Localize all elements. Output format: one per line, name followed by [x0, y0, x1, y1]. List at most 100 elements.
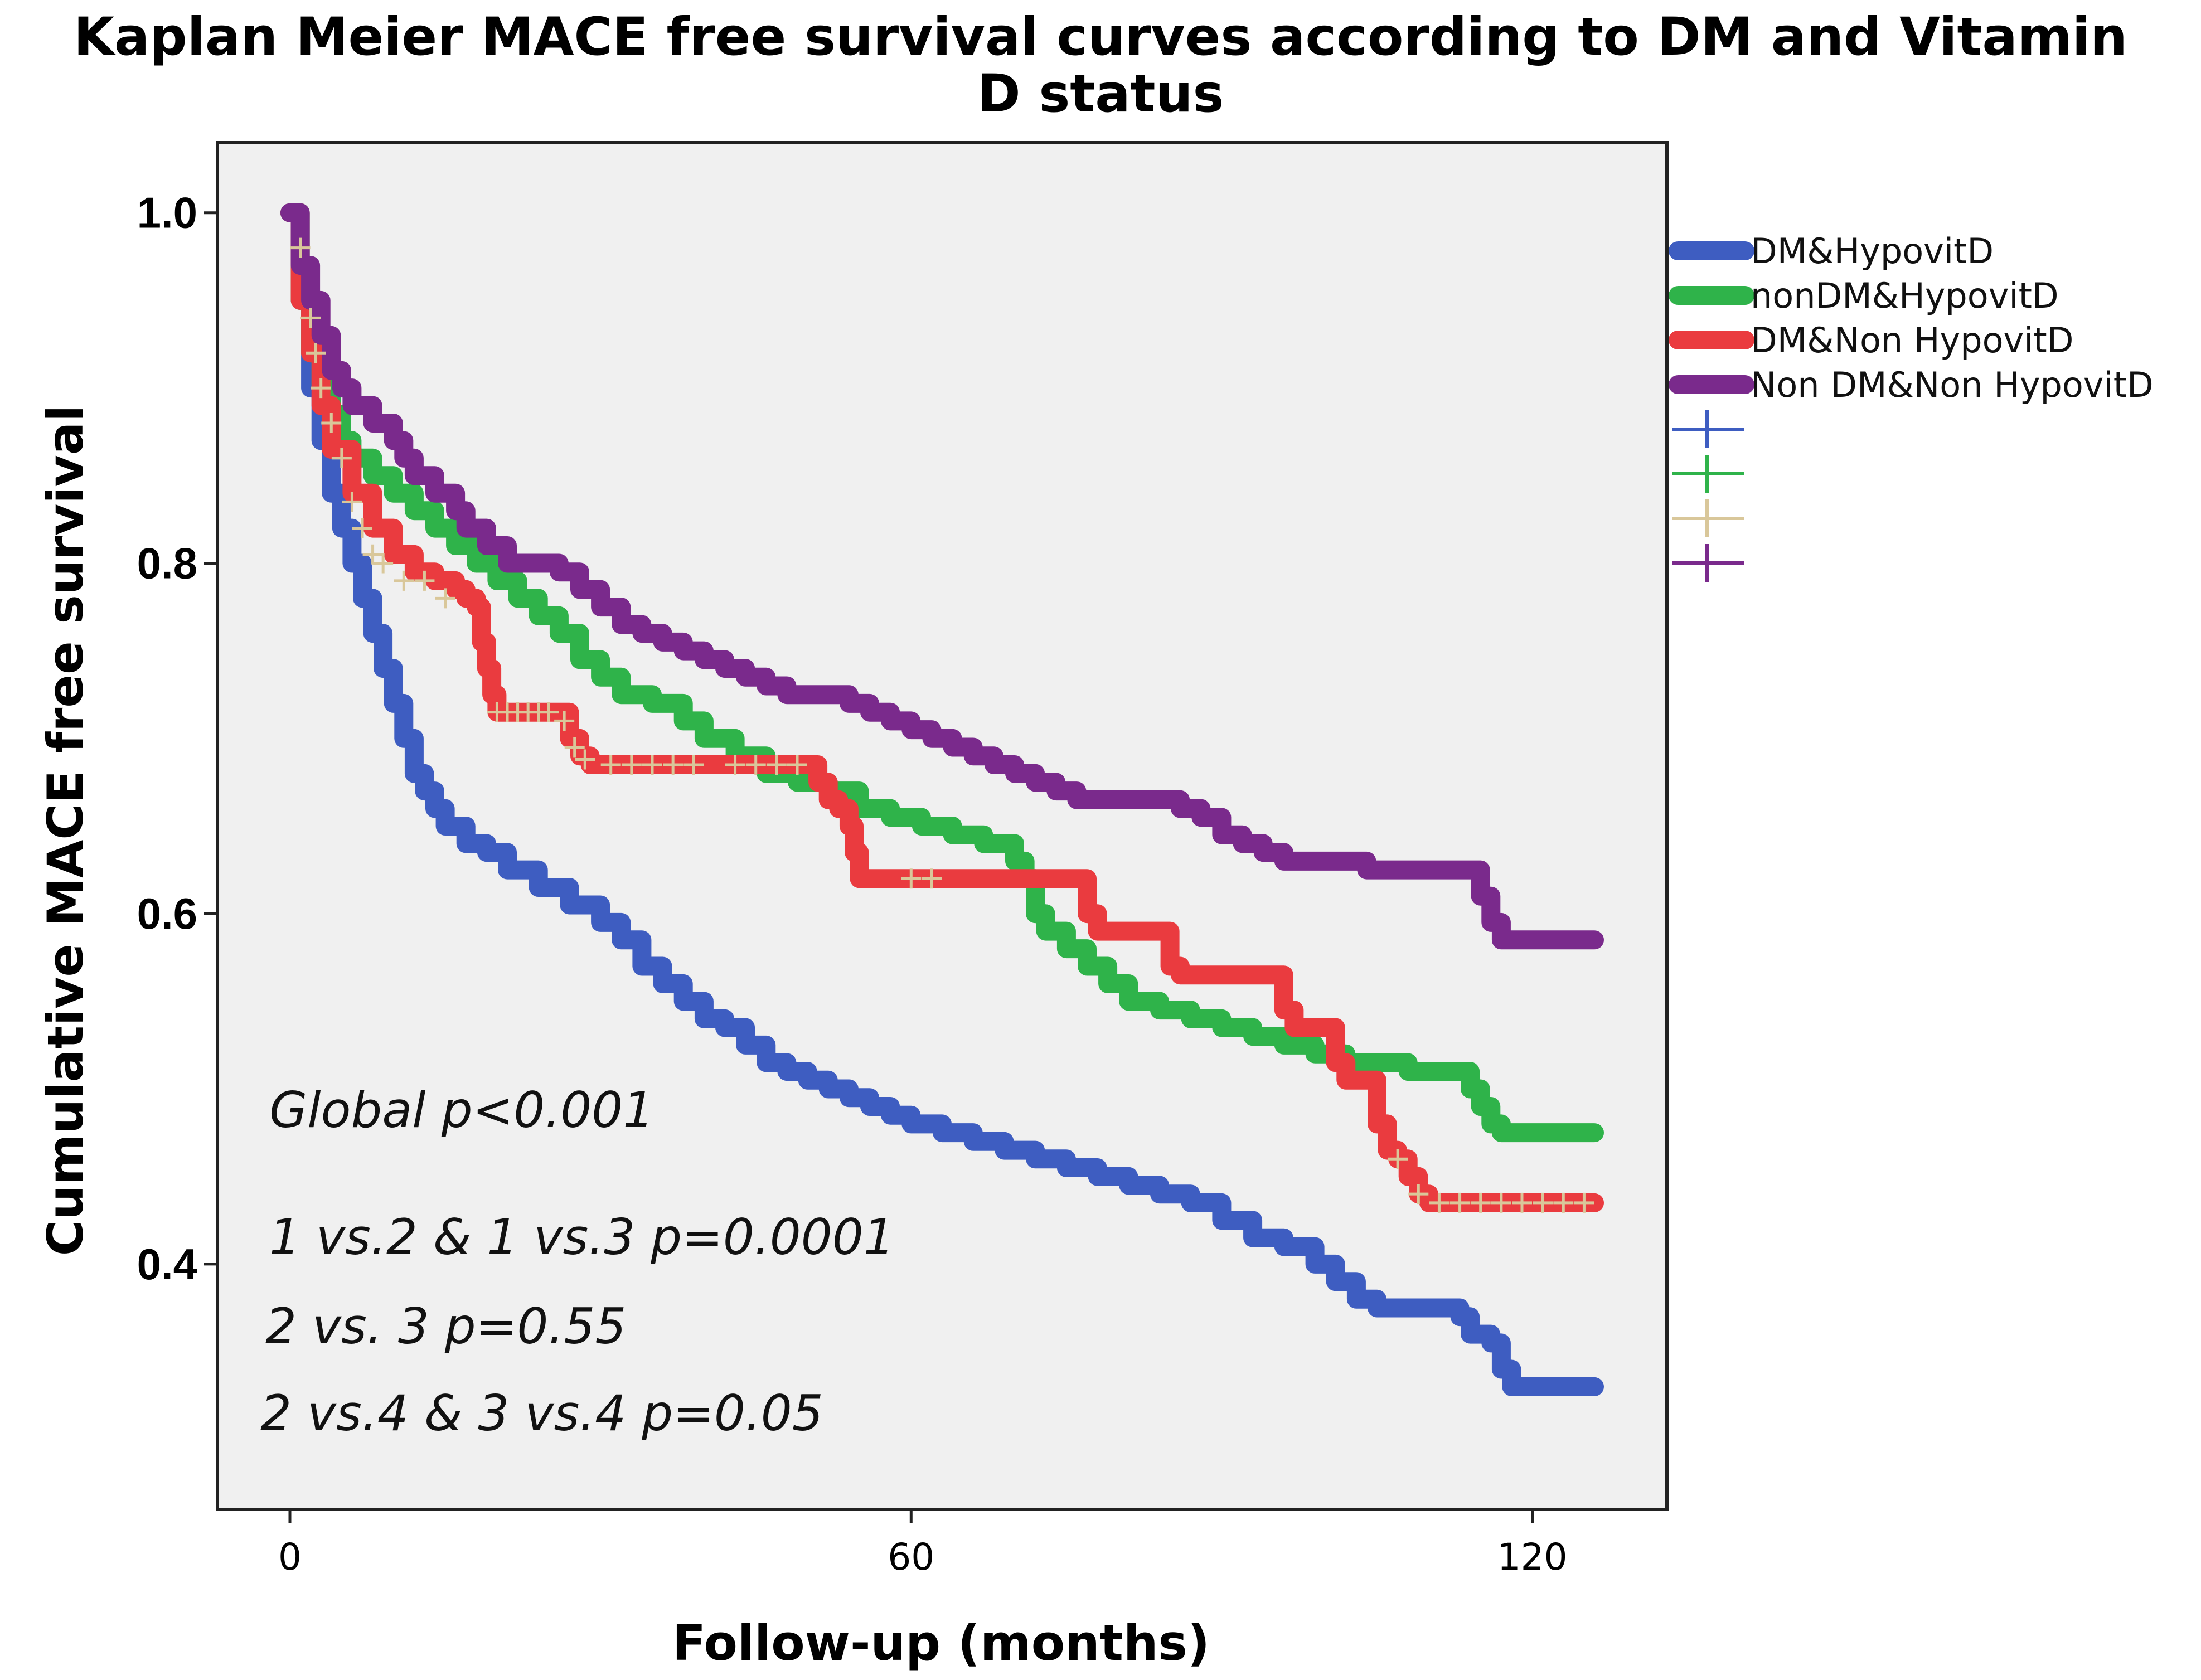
censor-cross [300, 308, 321, 328]
censor-tick-dm-non-hypovitd-5 [331, 448, 352, 468]
censor-cross [663, 754, 683, 775]
censor-cross [642, 754, 662, 775]
censor-cross [1449, 1192, 1470, 1213]
x-axis-title: Follow-up (months) [672, 1614, 1210, 1672]
censor-cross [539, 702, 559, 722]
annotation-global-p: Global p<0.001 [269, 1081, 654, 1139]
censor-cross [901, 868, 922, 889]
censor-markers [290, 237, 1594, 1213]
censor-tick-dm-non-hypovitd-25 [663, 754, 683, 775]
axes: 0.4 0.6 0.8 1.0 0 60 120 [137, 188, 1568, 1579]
censor-tick-dm-non-hypovitd-2 [306, 343, 326, 363]
censor-cross [394, 570, 414, 591]
censor-tick-dm-non-hypovitd-41 [1553, 1192, 1574, 1213]
censor-cross [683, 754, 704, 775]
censor-tick-dm-non-hypovitd-24 [642, 754, 662, 775]
censor-tick-dm-non-hypovitd-12 [435, 588, 455, 609]
censor-tick-dm-non-hypovitd-7 [352, 518, 372, 538]
y-tick-label: 0.8 [137, 538, 197, 587]
censor-tick-dm-non-hypovitd-40 [1533, 1192, 1553, 1213]
censor-cross [1491, 1192, 1511, 1213]
legend-censor-entry-1 [1672, 410, 1744, 448]
censor-tick-dm-non-hypovitd-9 [373, 553, 394, 574]
censor-tick-dm-non-hypovitd-11 [414, 570, 435, 591]
curve-nondm-hypovitd [280, 203, 1604, 1143]
censor-tick-dm-non-hypovitd-31 [901, 868, 922, 889]
censor-tick-dm-non-hypovitd-23 [621, 754, 642, 775]
censor-cross [352, 518, 372, 538]
censor-tick-dm-non-hypovitd-6 [342, 492, 362, 512]
censor-cross [1429, 1192, 1449, 1213]
censor-cross [725, 754, 745, 775]
x-tick-label: 120 [1497, 1536, 1568, 1579]
curve-dm-hypovitd [280, 203, 1604, 1396]
x-tick-label: 60 [888, 1536, 934, 1579]
legend-censor-entry-3 [1672, 499, 1744, 537]
censor-tick-dm-non-hypovitd-8 [362, 544, 383, 565]
censor-tick-dm-non-hypovitd-33 [1388, 1149, 1408, 1169]
censor-cross [373, 553, 394, 574]
censor-cross [321, 412, 342, 433]
censor-cross [1553, 1192, 1574, 1213]
censor-cross [554, 711, 575, 731]
legend-label: nonDM&HypovitD [1751, 275, 2059, 316]
censor-cross [1408, 1184, 1429, 1205]
legend-entry-dm-hypovitd: DM&HypovitD [1669, 231, 1994, 271]
censor-cross [290, 237, 311, 258]
censor-cross [787, 754, 807, 775]
x-tick-label: 0 [278, 1536, 302, 1579]
y-tick-label: 0.4 [137, 1240, 197, 1289]
censor-cross [1533, 1192, 1553, 1213]
censor-tick-dm-non-hypovitd-42 [1574, 1192, 1594, 1213]
annotation-2vs4-3vs4: 2 vs.4 & 3 vs.4 p=0.05 [260, 1385, 823, 1442]
legend-label: Non DM&Non HypovitD [1751, 365, 2154, 405]
censor-tick-dm-non-hypovitd-38 [1491, 1192, 1511, 1213]
censor-cross [621, 754, 642, 775]
censor-tick-dm-non-hypovitd-0 [290, 237, 311, 258]
legend-label: DM&Non HypovitD [1751, 320, 2073, 361]
censor-cross [575, 749, 595, 770]
censor-cross [922, 868, 942, 889]
censor-tick-dm-non-hypovitd-35 [1429, 1192, 1449, 1213]
censor-cross [311, 378, 331, 399]
censor-tick-dm-non-hypovitd-37 [1470, 1192, 1491, 1213]
annotation-1vs2-1vs3: 1 vs.2 & 1 vs.3 p=0.0001 [269, 1208, 895, 1266]
censor-tick-dm-non-hypovitd-3 [311, 378, 331, 399]
censor-cross [1470, 1192, 1491, 1213]
legend-censor-entry-4 [1672, 544, 1744, 582]
survival-curves [280, 203, 1604, 1396]
censor-cross [414, 570, 435, 591]
legend-entry-dm-non-hypovitd: DM&Non HypovitD [1669, 320, 2073, 361]
censor-tick-dm-non-hypovitd-1 [300, 308, 321, 328]
curve-non-dm-non-hypovitd [280, 203, 1604, 950]
censor-tick-dm-non-hypovitd-27 [725, 754, 745, 775]
censor-tick-dm-non-hypovitd-19 [554, 711, 575, 731]
censor-tick-dm-non-hypovitd-20 [564, 737, 585, 758]
curve-dm-non-hypovitd [280, 203, 1604, 1212]
legend-censor-entry-2 [1672, 455, 1744, 493]
censor-tick-dm-non-hypovitd-32 [922, 868, 942, 889]
censor-tick-dm-non-hypovitd-4 [321, 412, 342, 433]
censor-tick-dm-non-hypovitd-30 [787, 754, 807, 775]
censor-tick-dm-non-hypovitd-26 [683, 754, 704, 775]
censor-tick-dm-non-hypovitd-22 [600, 754, 621, 775]
censor-cross [331, 448, 352, 468]
censor-tick-dm-non-hypovitd-21 [575, 749, 595, 770]
y-axis-title: Cumulative MACE free survival [37, 405, 94, 1256]
censor-tick-dm-non-hypovitd-36 [1449, 1192, 1470, 1213]
censor-tick-dm-non-hypovitd-34 [1408, 1184, 1429, 1205]
legend-entry-nondm-hypovitd: nonDM&HypovitD [1669, 275, 2059, 316]
censor-cross [564, 737, 585, 758]
annotation-2vs3: 2 vs. 3 p=0.55 [265, 1298, 626, 1355]
censor-tick-dm-non-hypovitd-18 [539, 702, 559, 722]
censor-cross [766, 754, 787, 775]
censor-tick-dm-non-hypovitd-29 [766, 754, 787, 775]
censor-cross [435, 588, 455, 609]
censor-cross [306, 343, 326, 363]
censor-cross [362, 544, 383, 565]
chart-title-line-2: D status [977, 64, 1224, 124]
y-tick-label: 0.6 [137, 889, 197, 938]
y-tick-label: 1.0 [137, 188, 197, 237]
